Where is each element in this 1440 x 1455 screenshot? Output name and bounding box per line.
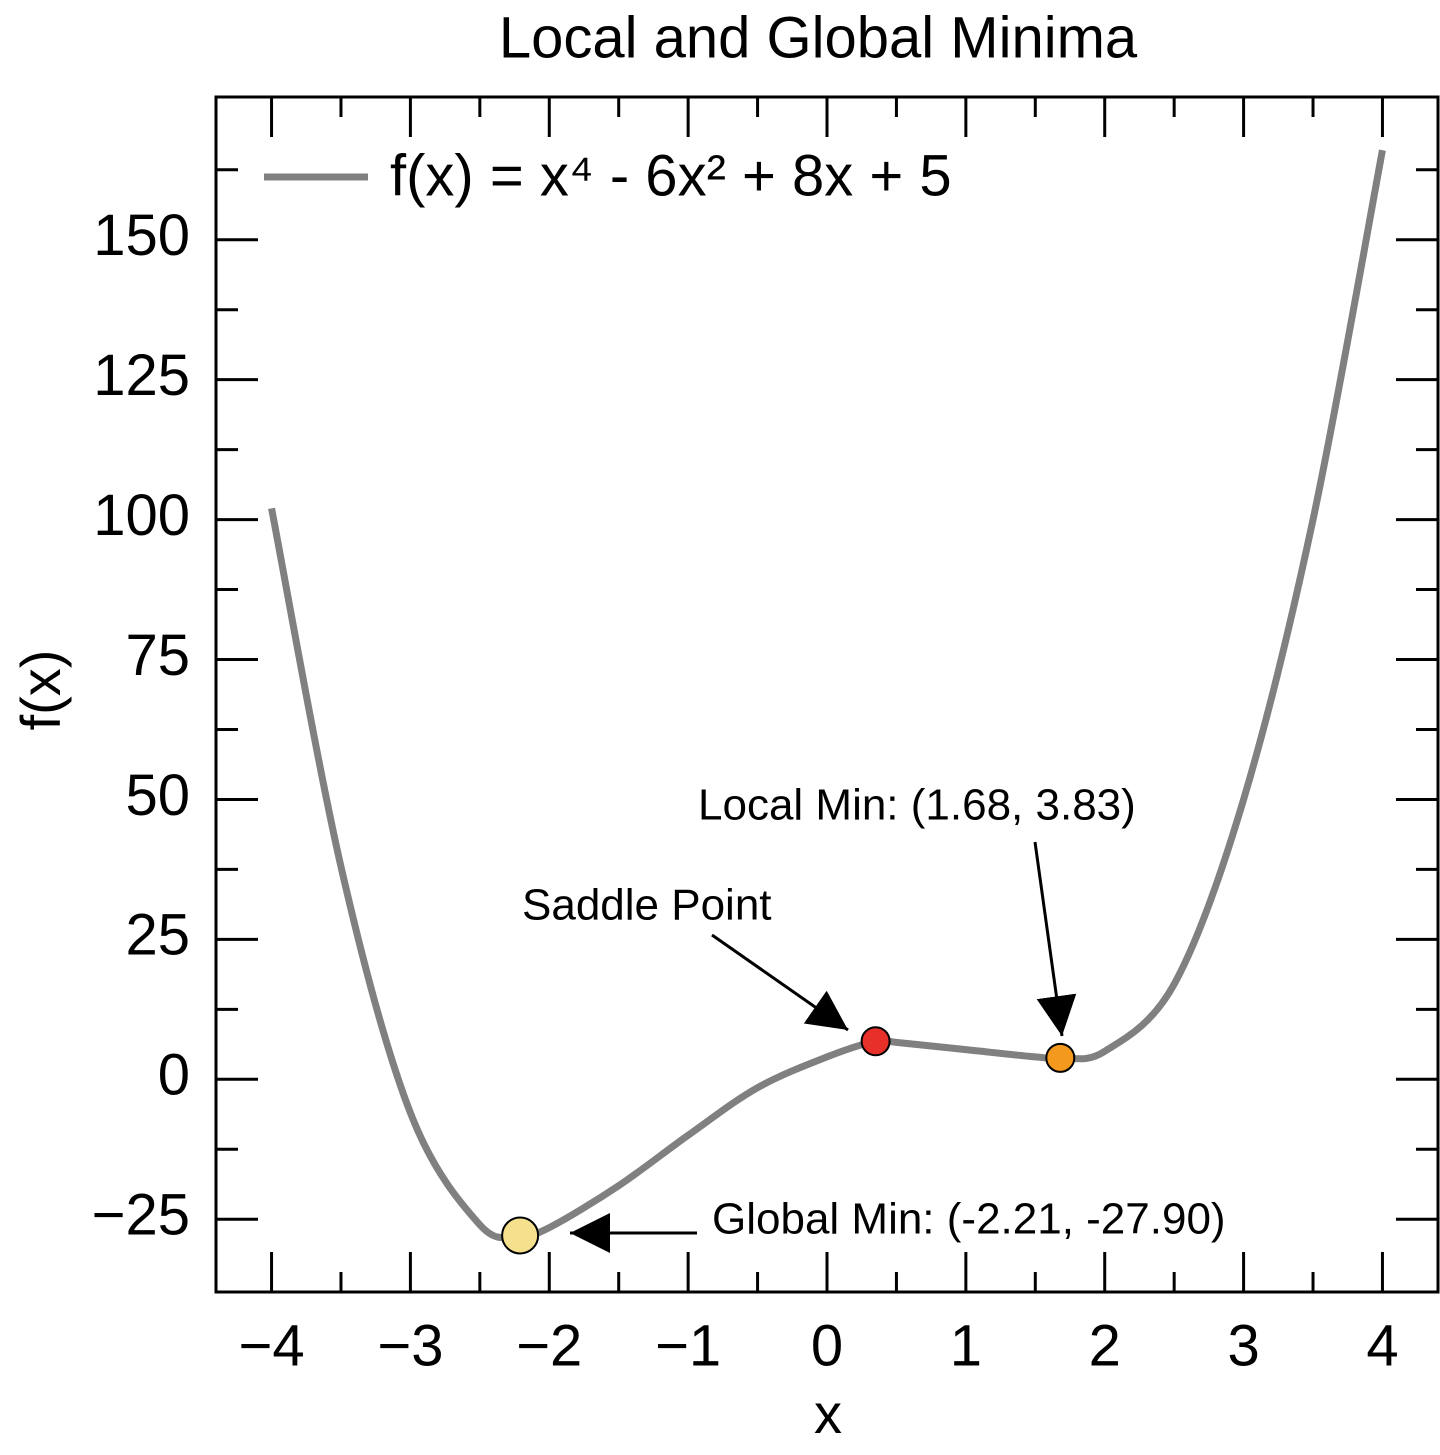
x-tick-label: 4: [1366, 1313, 1398, 1378]
annotation-label: Saddle Point: [522, 881, 772, 930]
y-tick-label: 125: [93, 343, 190, 408]
y-axis-label: f(x): [9, 650, 72, 731]
x-tick-label: −2: [516, 1313, 582, 1378]
x-tick-label: 0: [811, 1313, 843, 1378]
x-tick-label: 3: [1227, 1313, 1259, 1378]
point-marker: [501, 1216, 540, 1255]
annotation-arrow: [1033, 841, 1077, 1037]
y-tick-label: 75: [125, 623, 190, 688]
annotation-label: Global Min: (-2.21, -27.90): [712, 1195, 1226, 1244]
y-tick-label: −25: [92, 1183, 190, 1248]
y-tick-label: 0: [158, 1043, 190, 1108]
x-tick-label: 2: [1089, 1313, 1121, 1378]
point-marker: [860, 1026, 891, 1057]
x-tick-label: −1: [655, 1313, 721, 1378]
y-tick-label: 100: [93, 483, 190, 548]
y-tick-label: 150: [93, 203, 190, 268]
annotation-label: Local Min: (1.68, 3.83): [698, 781, 1136, 830]
legend-label: f(x) = x⁴ - 6x² + 8x + 5: [390, 143, 952, 208]
line-series: [268, 149, 1386, 1242]
plot-frame: [214, 95, 1440, 1294]
x-axis-label: x: [814, 1382, 842, 1445]
x-tick-label: −4: [238, 1313, 304, 1378]
x-tick-label: 1: [950, 1313, 982, 1378]
y-tick-label: 25: [125, 903, 190, 968]
x-tick-label: −3: [377, 1313, 443, 1378]
chart-title: Local and Global Minima: [499, 5, 1138, 70]
annotation-arrow: [711, 933, 849, 1032]
point-marker: [1045, 1042, 1076, 1073]
y-tick-label: 50: [125, 763, 190, 828]
